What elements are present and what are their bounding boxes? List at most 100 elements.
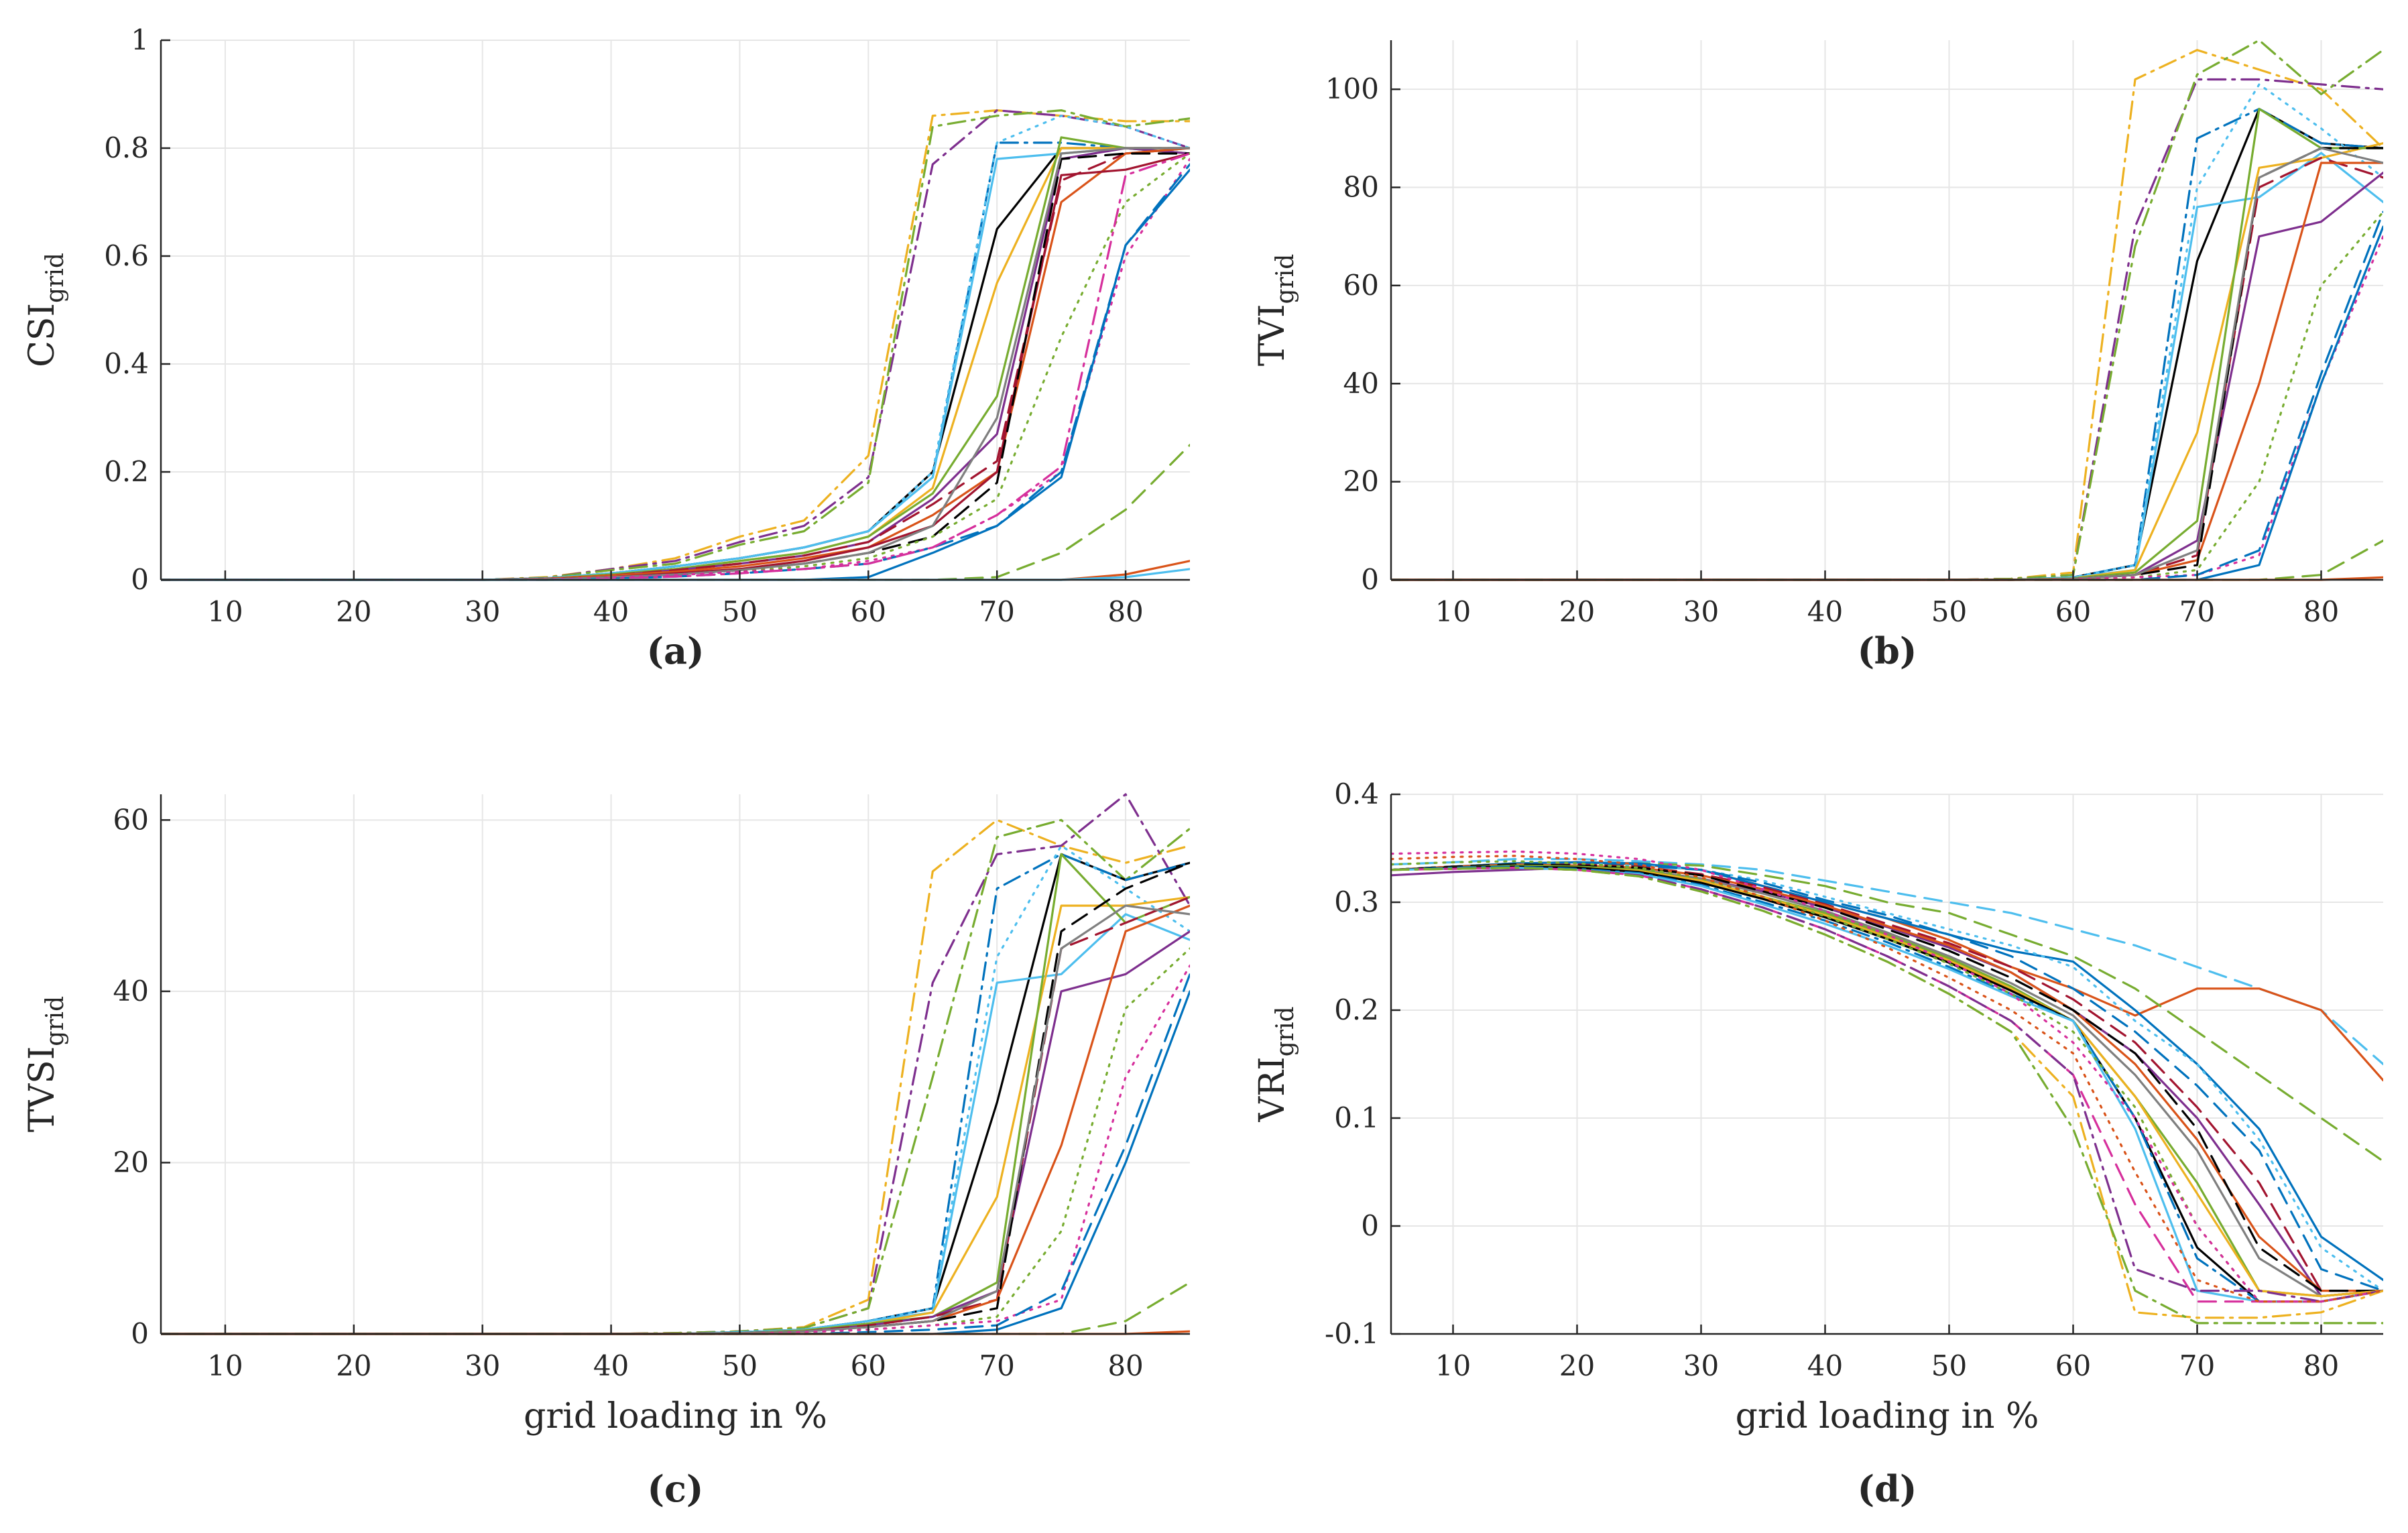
x-tick-label: 20 bbox=[1559, 595, 1595, 628]
x-tick-label: 50 bbox=[1931, 1349, 1967, 1382]
x-tick-label: 70 bbox=[2179, 595, 2215, 628]
y-tick-label: 80 bbox=[1343, 171, 1379, 204]
x-tick-label: 30 bbox=[1683, 1349, 1719, 1382]
x-tick-label: 30 bbox=[465, 1349, 500, 1382]
panel-0: 10 20 30 40 50 60 70 80 0 0.2 0.4 0.6 0.8 1 CSIgrid (a) bbox=[22, 23, 1190, 672]
series-line-13 bbox=[1391, 147, 2383, 581]
series-line-19 bbox=[1391, 866, 2383, 1303]
x-tick-label: 40 bbox=[1807, 595, 1843, 628]
x-tick-label: 10 bbox=[1435, 595, 1471, 628]
y-tick-label: 60 bbox=[1343, 269, 1379, 302]
series-line-2 bbox=[1391, 861, 2383, 1163]
series-line-15 bbox=[161, 152, 1190, 581]
x-tick-label: 40 bbox=[1807, 1349, 1843, 1382]
y-axis-label: TVIgrid bbox=[1252, 254, 1299, 367]
series-group bbox=[1391, 39, 2383, 581]
y-axis-label: CSIgrid bbox=[22, 253, 69, 367]
panel-label: (d) bbox=[1858, 1467, 1917, 1510]
series-line-22 bbox=[1391, 855, 2383, 1303]
series-line-10 bbox=[1391, 864, 2383, 1298]
x-tick-label: 70 bbox=[979, 1349, 1014, 1382]
x-tick-label: 30 bbox=[1683, 595, 1719, 628]
series-group bbox=[161, 793, 1190, 1335]
series-line-12 bbox=[161, 152, 1190, 581]
x-axis-label: grid loading in % bbox=[1736, 1396, 2039, 1436]
series-line-3 bbox=[1391, 107, 2383, 581]
x-tick-label: 60 bbox=[851, 595, 886, 628]
y-tick-label: 0 bbox=[131, 563, 149, 596]
panel-label: (a) bbox=[646, 629, 704, 672]
series-line-13 bbox=[161, 904, 1190, 1335]
series-line-14 bbox=[1391, 865, 2383, 1303]
series-group bbox=[1391, 850, 2383, 1325]
y-tick-label: 0.4 bbox=[1334, 778, 1379, 810]
series-line-8 bbox=[1391, 863, 2383, 1292]
series-line-17 bbox=[161, 163, 1190, 581]
x-tick-label: 20 bbox=[336, 1349, 371, 1382]
series-line-4 bbox=[161, 141, 1190, 581]
x-tick-label: 80 bbox=[2303, 1349, 2339, 1382]
x-tick-label: 10 bbox=[207, 1349, 243, 1382]
x-tick-label: 70 bbox=[2179, 1349, 2215, 1382]
x-tick-label: 20 bbox=[1559, 1349, 1595, 1382]
y-tick-label: 0 bbox=[131, 1317, 149, 1350]
y-tick-label: 1 bbox=[131, 23, 149, 56]
series-line-19 bbox=[161, 152, 1190, 581]
series-line-1 bbox=[1391, 861, 2383, 1082]
x-tick-label: 60 bbox=[2055, 595, 2091, 628]
series-line-12 bbox=[161, 861, 1190, 1335]
y-tick-label: 100 bbox=[1325, 72, 1379, 105]
series-line-5 bbox=[161, 913, 1190, 1335]
y-tick-label: 0.1 bbox=[1334, 1101, 1379, 1134]
y-tick-label: 0.2 bbox=[1334, 993, 1379, 1026]
x-tick-label: 40 bbox=[593, 1349, 629, 1382]
series-line-8 bbox=[1391, 107, 2383, 581]
x-tick-label: 80 bbox=[1107, 1349, 1143, 1382]
x-tick-label: 40 bbox=[593, 595, 629, 628]
series-line-4 bbox=[1391, 107, 2383, 581]
series-line-16 bbox=[1391, 860, 2383, 1303]
x-tick-label: 20 bbox=[336, 595, 371, 628]
x-tick-label: 70 bbox=[979, 595, 1014, 628]
x-tick-label: 30 bbox=[465, 595, 500, 628]
panel-label: (b) bbox=[1858, 629, 1917, 672]
y-axis-label: TVSIgrid bbox=[22, 996, 69, 1132]
panel-label: (c) bbox=[648, 1467, 704, 1510]
x-tick-label: 60 bbox=[851, 1349, 886, 1382]
series-line-12 bbox=[1391, 147, 2383, 581]
y-tick-label: 0.4 bbox=[104, 347, 149, 380]
y-tick-label: 60 bbox=[113, 803, 149, 836]
series-line-6 bbox=[1391, 863, 2383, 1292]
y-tick-label: 40 bbox=[1343, 367, 1379, 400]
panel-2: 10 20 30 40 50 60 70 80 0 20 40 60 TVSIgrid grid load… bbox=[22, 793, 1190, 1510]
y-axis-label: VRIgrid bbox=[1252, 1006, 1299, 1122]
y-tick-label: 40 bbox=[113, 975, 149, 1007]
y-tick-label: 0 bbox=[1361, 563, 1379, 596]
series-line-18 bbox=[161, 1281, 1190, 1335]
series-line-1 bbox=[161, 793, 1190, 1335]
x-tick-label: 50 bbox=[1931, 595, 1967, 628]
series-line-20 bbox=[161, 444, 1190, 581]
panel-3: 10 20 30 40 50 60 70 80 -0.1 0 0.1 0.2 0.3 0.4 VRIgrid… bbox=[1252, 778, 2383, 1510]
x-tick-label: 80 bbox=[1107, 595, 1143, 628]
series-line-12 bbox=[1391, 865, 2383, 1298]
series-line-0 bbox=[1391, 857, 2383, 1066]
series-line-0 bbox=[1391, 48, 2383, 581]
series-line-21 bbox=[1391, 866, 2383, 1325]
series-line-11 bbox=[1391, 864, 2383, 1298]
series-line-5 bbox=[1391, 862, 2383, 1292]
series-line-16 bbox=[161, 158, 1190, 581]
series-line-9 bbox=[1391, 863, 2383, 1292]
y-tick-label: 0.2 bbox=[104, 455, 149, 488]
y-tick-label: 0.6 bbox=[104, 239, 149, 272]
panel-1: 10 20 30 40 50 60 70 80 0 20 40 60 80 100 TVIgrid (b) bbox=[1252, 39, 2383, 672]
y-tick-label: 0.8 bbox=[104, 131, 149, 164]
series-line-11 bbox=[161, 904, 1190, 1335]
series-group bbox=[161, 109, 1190, 581]
x-tick-label: 10 bbox=[1435, 1349, 1471, 1382]
x-tick-label: 50 bbox=[722, 1349, 758, 1382]
series-line-6 bbox=[161, 115, 1190, 581]
series-line-9 bbox=[1391, 172, 2383, 581]
y-tick-label: 0.3 bbox=[1334, 885, 1379, 918]
